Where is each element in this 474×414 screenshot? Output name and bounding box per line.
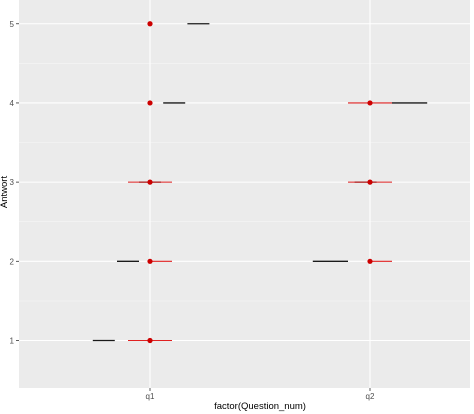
x-tick-label: q1 (146, 392, 155, 401)
plot-panel (19, 0, 470, 388)
x-axis-ticks: q1 q2 (146, 388, 375, 401)
y-axis-ticks: 1 2 3 4 5 (10, 20, 19, 345)
data-point (367, 258, 373, 264)
data-point (147, 21, 153, 27)
y-tick-label: 3 (10, 178, 15, 187)
y-axis-title: Antwort (0, 176, 10, 209)
y-tick-label: 4 (10, 99, 15, 108)
y-tick-label: 1 (10, 336, 15, 345)
data-point (147, 179, 153, 185)
y-tick-label: 5 (10, 20, 15, 29)
points (147, 21, 373, 344)
data-point (367, 100, 373, 106)
data-point (147, 337, 153, 344)
x-tick-label: q2 (366, 392, 375, 401)
data-point (367, 179, 373, 185)
data-point (147, 258, 153, 264)
data-point (147, 100, 153, 106)
y-tick-label: 2 (10, 257, 15, 266)
x-axis-title: factor(Question_num) (214, 401, 306, 412)
